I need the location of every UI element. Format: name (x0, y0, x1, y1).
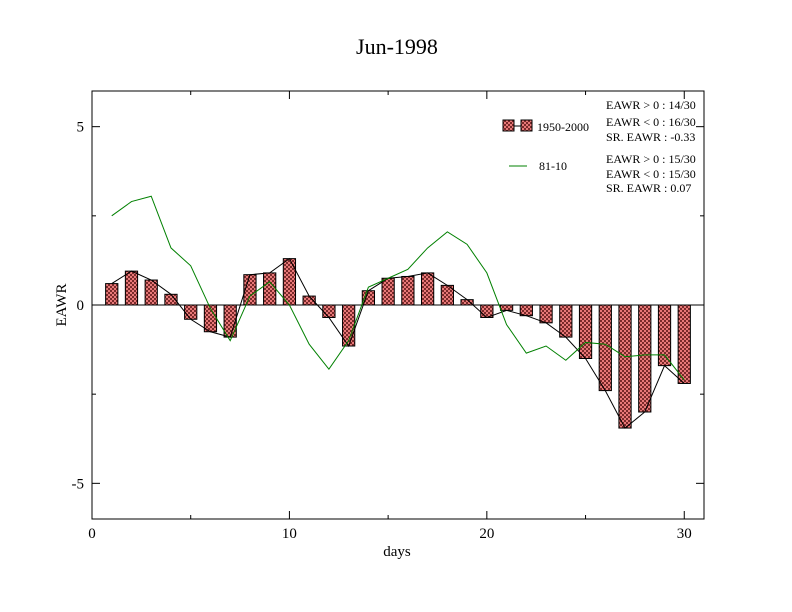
legend: 1950-2000 EAWR > 0 : 14/30 EAWR < 0 : 16… (502, 98, 696, 195)
series-line-81-10 (111, 195, 685, 381)
x-axis-label: days (383, 544, 411, 560)
bar-1950-2000-day-2 (124, 270, 139, 306)
bar-1950-2000-day-28 (638, 304, 652, 413)
y-tick-label: -5 (72, 476, 85, 492)
bar-1950-2000-day-29 (657, 304, 672, 367)
y-axis-label: EAWR (54, 284, 70, 327)
series-line-1950-2000 (111, 257, 685, 429)
legend-stat-81-10-sr: SR. EAWR : 0.07 (606, 181, 691, 195)
bar-1950-2000-day-24 (559, 304, 573, 338)
x-tick-label: 20 (479, 526, 494, 542)
bar-1950-2000-day-23 (539, 304, 553, 324)
legend-swatch-1950-2000-right (520, 119, 533, 132)
legend-label-1950-2000: 1950-2000 (537, 120, 589, 134)
bar-1950-2000-day-7 (223, 304, 237, 338)
bar-1950-2000-day-5 (184, 304, 198, 320)
x-tick-label: 30 (677, 526, 692, 542)
bar-1950-2000-day-1 (105, 283, 119, 306)
x-tick-label: 10 (282, 526, 297, 542)
bar-1950-2000-day-25 (578, 304, 593, 359)
y-tick-label: 0 (77, 298, 85, 314)
legend-entry-1950-2000: 1950-2000 EAWR > 0 : 14/30 EAWR < 0 : 16… (502, 98, 696, 144)
bar-1950-2000-day-19 (460, 299, 474, 306)
bar-1950-2000-day-16 (401, 275, 415, 306)
bar-1950-2000-day-17 (420, 272, 435, 306)
bar-1950-2000-day-9 (263, 272, 277, 306)
plot-area (92, 195, 704, 429)
bar-1950-2000-day-15 (381, 277, 395, 306)
legend-stat-81-10-positive: EAWR > 0 : 15/30 (606, 152, 696, 166)
bar-1950-2000-day-12 (322, 304, 336, 318)
legend-stat-1950-2000-negative: EAWR < 0 : 16/30 (606, 115, 696, 129)
legend-swatch-1950-2000-left (502, 119, 515, 132)
bar-1950-2000-day-27 (618, 304, 632, 429)
y-tick-label: 5 (77, 120, 85, 136)
bar-1950-2000-day-3 (144, 279, 158, 306)
bar-1950-2000-day-10 (282, 258, 297, 306)
legend-label-81-10: 81-10 (539, 159, 567, 173)
legend-entry-81-10: 81-10 EAWR > 0 : 15/30 EAWR < 0 : 15/30 … (509, 152, 696, 195)
bar-1950-2000-day-21 (499, 304, 514, 311)
legend-stat-1950-2000-sr: SR. EAWR : -0.33 (606, 130, 695, 144)
legend-stat-1950-2000-positive: EAWR > 0 : 14/30 (606, 98, 696, 112)
bar-1950-2000-day-30 (677, 304, 691, 384)
legend-stat-81-10-negative: EAWR < 0 : 15/30 (606, 167, 696, 181)
bar-1950-2000-day-26 (598, 304, 612, 392)
chart-title: Jun-1998 (356, 34, 438, 59)
x-tick-label: 0 (88, 526, 96, 542)
axes: 0 10 20 30 5 0 -5 (72, 91, 704, 542)
